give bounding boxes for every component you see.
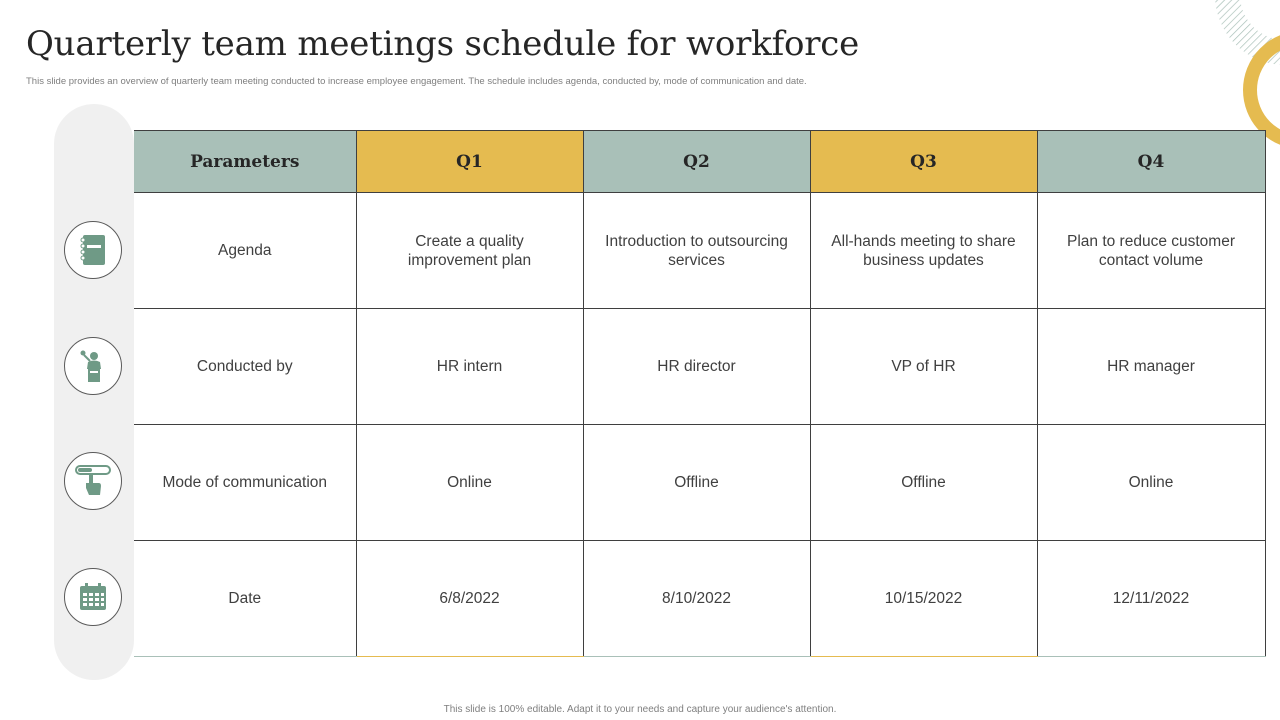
date-q1: 6/8/2022 [355,540,584,657]
row-label-agenda: Agenda [134,192,357,309]
table-row-agenda: Agenda Create a quality improvement plan… [134,192,1266,309]
slide-subtitle: This slide provides an overview of quart… [26,76,807,87]
agenda-q1: Create a quality improvement plan [355,192,584,309]
row-label-conducted-by: Conducted by [134,308,357,425]
mode-q3: Offline [809,424,1038,541]
table-row-mode: Mode of communication Online Offline Off… [134,424,1266,541]
table-header-row: Parameters Q1 Q2 Q3 Q4 [134,130,1266,193]
agenda-q2: Introduction to outsourcing services [582,192,811,309]
decorative-rings-icon [1215,0,1280,145]
date-q4: 12/11/2022 [1036,540,1266,657]
agenda-q4: Plan to reduce customer contact volume [1036,192,1266,309]
header-q4: Q4 [1036,130,1266,193]
date-q2: 8/10/2022 [582,540,811,657]
presenter-icon [64,337,122,395]
agenda-q3: All-hands meeting to share business upda… [809,192,1038,309]
conducted-by-q1: HR intern [355,308,584,425]
conducted-by-q3: VP of HR [809,308,1038,425]
conducted-by-q4: HR manager [1036,308,1266,425]
header-parameters: Parameters [134,130,357,193]
header-q2: Q2 [582,130,811,193]
slide-title: Quarterly team meetings schedule for wor… [26,24,860,64]
row-label-mode: Mode of communication [134,424,357,541]
table-row-date: Date 6/8/2022 8/10/2022 10/15/2022 12/11… [134,540,1266,657]
calendar-icon [64,568,122,626]
mode-q4: Online [1036,424,1266,541]
row-label-date: Date [134,540,357,657]
corner-decoration [1210,0,1280,160]
mode-q1: Online [355,424,584,541]
schedule-table: Parameters Q1 Q2 Q3 Q4 Agenda Create a q… [134,130,1266,657]
mode-q2: Offline [582,424,811,541]
hand-touch-icon [64,452,122,510]
slide-footer: This slide is 100% editable. Adapt it to… [443,704,837,715]
agenda-notebook-icon [64,221,122,279]
table-row-conducted-by: Conducted by HR intern HR director VP of… [134,308,1266,425]
conducted-by-q2: HR director [582,308,811,425]
header-q3: Q3 [809,130,1038,193]
header-q1: Q1 [355,130,584,193]
date-q3: 10/15/2022 [809,540,1038,657]
